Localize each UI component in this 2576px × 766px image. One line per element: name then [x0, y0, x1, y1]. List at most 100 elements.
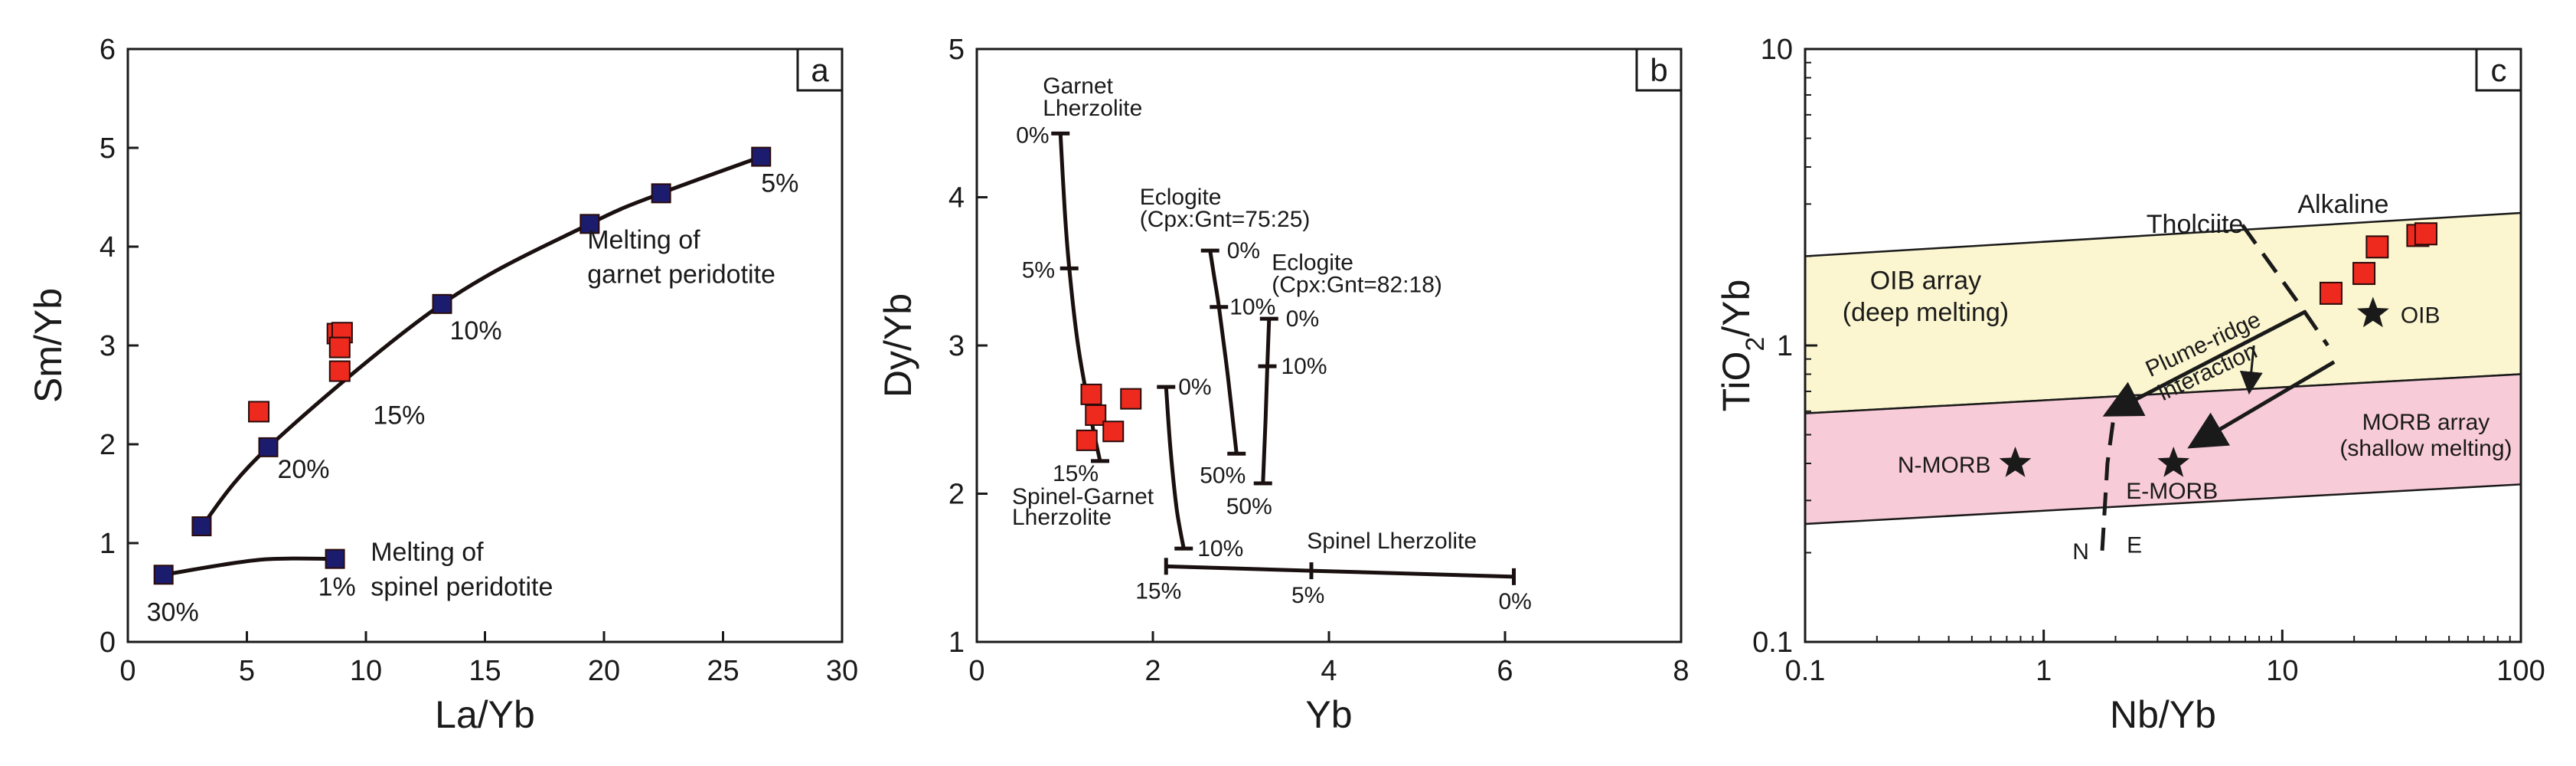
x-tick-label: 8 [1673, 655, 1689, 687]
x-tick-label: 0 [119, 655, 135, 687]
y-tick-label: 5 [100, 133, 116, 165]
model-point [153, 565, 174, 585]
melt-percent-label: 1% [318, 573, 356, 602]
y-tick-label: 5 [948, 34, 965, 66]
model-point [258, 437, 279, 457]
y-axis-label: Dy/Yb [877, 293, 919, 398]
melt-percent-label: 50% [1226, 494, 1272, 519]
melt-percent-label: 5% [761, 169, 798, 198]
curve-name-label: Garnet [1043, 74, 1113, 99]
y-axis-label: TiO2/Yb [1715, 280, 1770, 412]
melt-percent-label: 30% [147, 597, 199, 627]
x-tick-label: 20 [588, 655, 620, 687]
melting-curve [1208, 250, 1239, 454]
melt-percent-label: 10% [1281, 354, 1327, 379]
melt-percent-label: 10% [1229, 295, 1275, 320]
model-point [651, 183, 671, 204]
curve-name-label: Eclogite [1140, 185, 1222, 210]
spinel-curve-label: spinel peridotite [371, 572, 553, 601]
panel-label: c [2491, 52, 2507, 88]
sample-point [2352, 261, 2376, 285]
alkaline-label: Alkaline [2297, 190, 2388, 219]
n-e-divider [2099, 422, 2115, 560]
x-axis-label: La/Yb [435, 693, 535, 736]
x-tick-label: 4 [1321, 655, 1337, 687]
oib-array-label: (deep melting) [1843, 298, 2009, 327]
panel-label-box [2475, 47, 2522, 92]
panel-label-box [796, 47, 844, 92]
model-point [580, 214, 600, 234]
melt-percent-label: 0% [1286, 306, 1319, 332]
panel-label: b [1650, 52, 1667, 88]
melting-curve [1166, 564, 1514, 579]
sample-point [328, 360, 351, 382]
y-tick-label: 2 [948, 479, 965, 511]
spinel-curve-label: Melting of [371, 538, 484, 567]
melt-percent-label: 15% [1053, 461, 1099, 486]
panel-c: OIB array (deep melting) MORB array(shallo… [1715, 34, 2545, 736]
model-point [751, 146, 772, 167]
melt-percent-label: 50% [1200, 463, 1246, 488]
model-point [325, 548, 345, 569]
n-label: N [2072, 539, 2089, 565]
melt-percent-label: 5% [1291, 583, 1324, 608]
model-point [191, 516, 212, 537]
panel-a: 0 5 10 15 20 25 30 0 1 2 3 4 5 6 La/Yb Sm/Yb 20% 10% 5% 15%… [27, 34, 858, 736]
y-tick-label: 6 [100, 34, 116, 66]
sample-point [1076, 429, 1098, 451]
sample-point [328, 336, 351, 358]
sample-point [2414, 222, 2437, 246]
y-tick-label: 3 [100, 330, 116, 362]
x-tick-label: 6 [1497, 655, 1513, 687]
reference-point-label: OIB [2401, 303, 2441, 329]
reference-star [2157, 447, 2190, 477]
sample-point [2319, 281, 2343, 305]
x-tick-label: 10 [350, 655, 382, 687]
garnet-curve-label: Melting of [587, 226, 700, 255]
melt-percent-label: 0% [1227, 238, 1260, 264]
morb-array-label: MORB array [2362, 410, 2490, 435]
x-tick-label: 15 [469, 655, 501, 687]
plume-small-arrow [2239, 345, 2263, 395]
tholeiite-label: Tholciite [2147, 210, 2244, 239]
y-tick-label: 10 [1761, 34, 1793, 66]
y-tick-label: 4 [100, 231, 116, 264]
reference-point-label: N-MORB [1898, 453, 1991, 478]
oib-array-label: OIB array [1870, 266, 1981, 295]
melt-percent-label: 0% [1178, 375, 1211, 400]
y-axis-label: Sm/Yb [27, 288, 70, 403]
panel-b: 0 2 4 6 812345YbDy/Yb0%5%15%GarnetLherzolite… [877, 34, 1690, 736]
y-tick-label: 1 [100, 528, 116, 560]
melt-percent-label: 15% [373, 401, 425, 430]
x-tick-label: 0.1 [1785, 655, 1826, 687]
y-tick-label: 1 [948, 627, 965, 659]
x-axis-label: Yb [1305, 693, 1352, 736]
y-axis-label-rest: /Yb [1715, 280, 1758, 337]
spinel-melting-curve [163, 556, 335, 577]
x-tick-label: 30 [826, 655, 858, 687]
y-tick-label: 1 [1777, 330, 1793, 362]
plume-arrow [2187, 360, 2336, 449]
x-tick-label: 100 [2496, 655, 2545, 687]
y-tick-label: 3 [948, 330, 965, 362]
x-tick-label: 10 [2266, 655, 2298, 687]
melt-percent-label: 5% [1022, 257, 1055, 283]
sample-point [1085, 404, 1107, 426]
morb-array-label: (shallow melting) [2339, 436, 2512, 461]
curve-name-label: Eclogite [1272, 250, 1353, 275]
x-tick-label: 0 [968, 655, 984, 687]
x-axis-label: Nb/Yb [2110, 693, 2216, 736]
curve-name-label: (Cpx:Gnt=82:18) [1272, 272, 1442, 297]
melting-curve [1261, 319, 1272, 484]
x-tick-label: 2 [1144, 655, 1161, 687]
model-point [432, 293, 452, 314]
curve-name-label: Spinel-Garnet [1012, 484, 1154, 509]
melt-percent-label: 20% [277, 455, 329, 484]
y-tick-label: 2 [100, 429, 116, 461]
sample-point [1120, 388, 1142, 410]
curve-name-label: Lherzolite [1043, 96, 1142, 121]
x-tick-label: 1 [2036, 655, 2052, 687]
y-axis-label-subscript: 2 [1741, 337, 1770, 352]
plot-frame [126, 47, 844, 643]
